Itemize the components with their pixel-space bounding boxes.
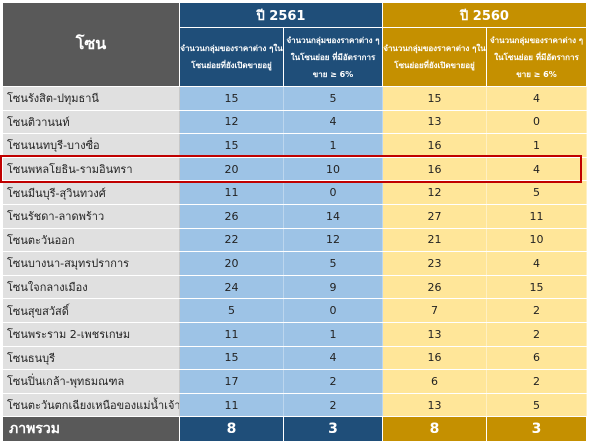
value-2560-open: 13	[382, 109, 487, 135]
zone-name: โซนบางนา-สมุทรปราการ	[2, 251, 180, 276]
value-2561-open: 5	[179, 298, 284, 323]
zone-name: โซนติวานนท์	[2, 109, 180, 135]
col-2561-sold-header: จำนวนกลุ่มของราคาต่าง ๆในโซนย่อย ที่มีอั…	[283, 27, 383, 87]
value-2560-sold: 4	[486, 251, 587, 276]
summary-2561-sold: 3	[283, 416, 383, 443]
table-row: โซนตะวันตกเฉียงเหนือของแม่น้ำเจ้าพระยา11…	[2, 392, 587, 418]
value-2561-open: 17	[179, 369, 284, 394]
value-2560-sold: 2	[486, 369, 587, 394]
table-row: โซนบางนา-สมุทรปราการ 20 5 23 4	[2, 251, 587, 276]
value-2560-sold: 15	[486, 274, 587, 300]
value-2560-open: 16	[382, 156, 487, 182]
value-2560-open: 15	[382, 86, 487, 111]
value-2561-sold: 0	[283, 180, 383, 205]
table-row: โซนตะวันออก 22 12 21 10	[2, 227, 587, 253]
zone-name: โซนตะวันออก	[2, 227, 180, 253]
value-2561-open: 12	[179, 109, 284, 135]
value-2561-sold: 9	[283, 274, 383, 300]
value-2561-sold: 2	[283, 369, 383, 394]
value-2561-sold: 1	[283, 133, 383, 158]
summary-label: ภาพรวม	[2, 416, 180, 443]
zone-name: โซนมีนบุรี-สุวินทวงศ์	[2, 180, 180, 205]
value-2560-sold: 5	[486, 392, 587, 418]
table-row: โซนพหลโยธิน-รามอินทรา 20 10 16 4	[2, 156, 587, 182]
value-2560-open: 27	[382, 203, 487, 229]
table-row: โซนรัชดา-ลาดพร้าว 26 14 27 11	[2, 203, 587, 229]
table-row: โซนนนทบุรี-บางซื่อ 15 1 16 1	[2, 133, 587, 158]
zone-name: โซนสุขสวัสดิ์	[2, 298, 180, 323]
value-2560-sold: 2	[486, 298, 587, 323]
year-2561-header: ปี 2561	[179, 2, 383, 28]
zone-name: โซนนนทบุรี-บางซื่อ	[2, 133, 180, 158]
col-2560-sold-header: จำนวนกลุ่มของราคาต่าง ๆในโซนย่อย ที่มีอั…	[486, 27, 587, 87]
value-2561-open: 22	[179, 227, 284, 253]
value-2561-open: 11	[179, 392, 284, 418]
value-2561-open: 15	[179, 345, 284, 371]
value-2561-sold: 10	[283, 156, 383, 182]
table-row: โซนพระราม 2-เพชรเกษม 11 1 13 2	[2, 321, 587, 347]
value-2560-sold: 10	[486, 227, 587, 253]
value-2560-open: 7	[382, 298, 487, 323]
value-2560-open: 16	[382, 345, 487, 371]
zone-name: โซนพหลโยธิน-รามอินทรา	[2, 156, 180, 182]
value-2560-open: 6	[382, 369, 487, 394]
value-2561-open: 20	[179, 251, 284, 276]
value-2561-open: 11	[179, 180, 284, 205]
value-2560-open: 23	[382, 251, 487, 276]
value-2561-sold: 5	[283, 251, 383, 276]
year-2560-header: ปี 2560	[382, 2, 587, 28]
summary-2561-open: 8	[179, 416, 284, 443]
table-row: โซนติวานนท์ 12 4 13 0	[2, 109, 587, 135]
value-2560-sold: 4	[486, 86, 587, 111]
value-2560-sold: 4	[486, 156, 587, 182]
table-row: โซนปิ่นเกล้า-พุทธมณฑล 17 2 6 2	[2, 369, 587, 394]
value-2561-sold: 12	[283, 227, 383, 253]
col-2560-open-header: จำนวนกลุ่มของราคาต่าง ๆในโซนย่อยที่ยังเป…	[382, 27, 487, 87]
value-2561-open: 15	[179, 133, 284, 158]
value-2560-sold: 0	[486, 109, 587, 135]
value-2561-sold: 4	[283, 345, 383, 371]
value-2561-open: 24	[179, 274, 284, 300]
table-row: โซนใจกลางเมือง 24 9 26 15	[2, 274, 587, 300]
value-2560-sold: 1	[486, 133, 587, 158]
zone-name: โซนใจกลางเมือง	[2, 274, 180, 300]
col-2561-open-header: จำนวนกลุ่มของราคาต่าง ๆในโซนย่อยที่ยังเป…	[179, 27, 284, 87]
value-2561-sold: 1	[283, 321, 383, 347]
zone-name: โซนปิ่นเกล้า-พุทธมณฑล	[2, 369, 180, 394]
summary-row: ภาพรวม 8 3 8 3	[2, 416, 587, 443]
value-2561-open: 20	[179, 156, 284, 182]
zone-name: โซนรัชดา-ลาดพร้าว	[2, 203, 180, 229]
summary-2560-open: 8	[382, 416, 487, 443]
value-2561-sold: 5	[283, 86, 383, 111]
zone-name: โซนธนบุรี	[2, 345, 180, 371]
table-row: โซนสุขสวัสดิ์ 5 0 7 2	[2, 298, 587, 323]
value-2560-sold: 6	[486, 345, 587, 371]
table-row: โซนมีนบุรี-สุวินทวงศ์ 11 0 12 5	[2, 180, 587, 205]
value-2560-open: 12	[382, 180, 487, 205]
value-2560-open: 26	[382, 274, 487, 300]
value-2560-open: 13	[382, 321, 487, 347]
value-2561-open: 15	[179, 86, 284, 111]
summary-2560-sold: 3	[486, 416, 587, 443]
value-2561-sold: 4	[283, 109, 383, 135]
value-2561-open: 11	[179, 321, 284, 347]
value-2561-sold: 2	[283, 392, 383, 418]
table-row: โซนรังสิต-ปทุมธานี 15 5 15 4	[2, 86, 587, 111]
value-2560-sold: 5	[486, 180, 587, 205]
value-2560-sold: 2	[486, 321, 587, 347]
value-2560-open: 21	[382, 227, 487, 253]
value-2560-open: 16	[382, 133, 487, 158]
table-row: โซนธนบุรี 15 4 16 6	[2, 345, 587, 371]
value-2561-sold: 14	[283, 203, 383, 229]
zone-column-header: โซน	[2, 2, 180, 87]
value-2560-sold: 11	[486, 203, 587, 229]
value-2561-sold: 0	[283, 298, 383, 323]
value-2561-open: 26	[179, 203, 284, 229]
zone-table: โซน ปี 2561 ปี 2560 จำนวนกลุ่มของราคาต่า…	[2, 2, 587, 443]
zone-name: โซนพระราม 2-เพชรเกษม	[2, 321, 180, 347]
zone-name: โซนรังสิต-ปทุมธานี	[2, 86, 180, 111]
value-2560-open: 13	[382, 392, 487, 418]
zone-name: โซนตะวันตกเฉียงเหนือของแม่น้ำเจ้าพระยา	[2, 392, 180, 418]
